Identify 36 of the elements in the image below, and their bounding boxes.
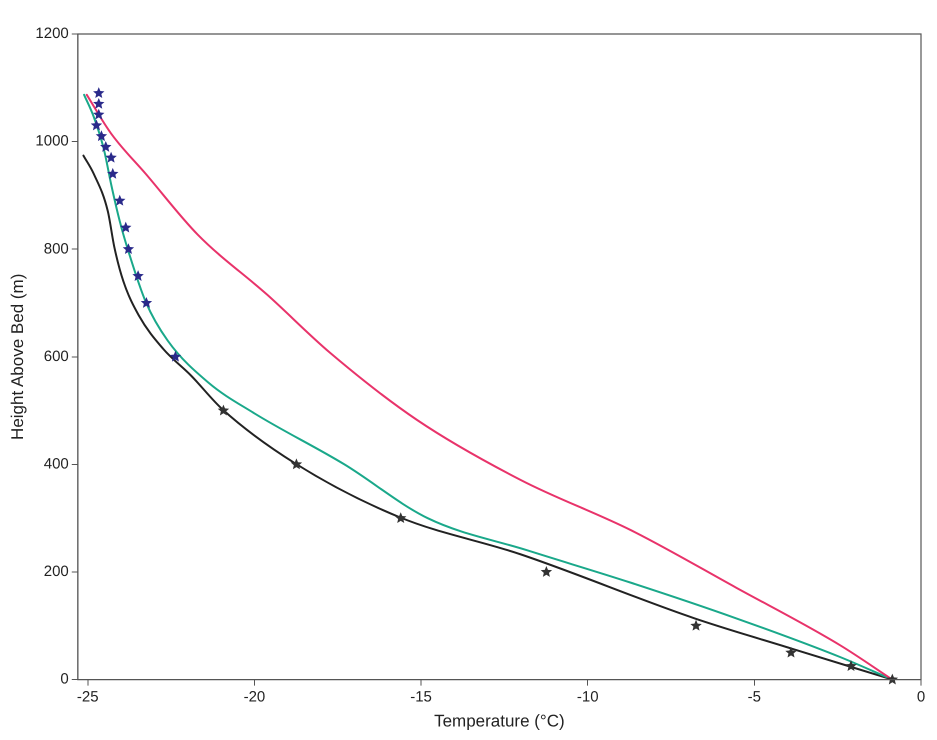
- point: [96, 130, 108, 142]
- point: [690, 620, 702, 631]
- x-tick-label: -5: [748, 688, 762, 706]
- point: [785, 646, 797, 658]
- point: [100, 140, 112, 152]
- y-tick-label: 1200: [35, 25, 69, 42]
- point: [93, 87, 104, 98]
- y-tick-label: 1000: [35, 132, 69, 150]
- y-tick-label: 0: [60, 670, 69, 688]
- point: [93, 108, 104, 120]
- point: [395, 512, 406, 524]
- x-tick-label: -20: [244, 688, 266, 706]
- x-tick-label: 0: [916, 688, 926, 706]
- point: [105, 152, 117, 163]
- y-tick-label: 800: [44, 240, 69, 258]
- y-tick-label: 200: [44, 563, 69, 580]
- x-tick-label: -25: [76, 688, 99, 706]
- y-axis-title: Height Above Bed (m): [8, 274, 27, 440]
- y-tick-label: 600: [44, 348, 69, 365]
- x-tick-label: -10: [576, 688, 599, 706]
- point: [120, 222, 132, 233]
- point: [132, 270, 144, 281]
- point: [122, 243, 134, 254]
- point: [90, 119, 102, 130]
- point: [140, 297, 152, 308]
- point: [845, 660, 857, 672]
- point: [93, 98, 104, 109]
- point: [218, 404, 230, 416]
- point: [170, 350, 182, 362]
- y-tick-label: 400: [44, 456, 69, 473]
- point: [290, 458, 302, 470]
- x-tick-label: -15: [410, 688, 432, 706]
- point: [540, 566, 552, 577]
- x-axis-title: Temperature (°C): [434, 711, 565, 730]
- point: [114, 194, 126, 206]
- point: [107, 168, 118, 179]
